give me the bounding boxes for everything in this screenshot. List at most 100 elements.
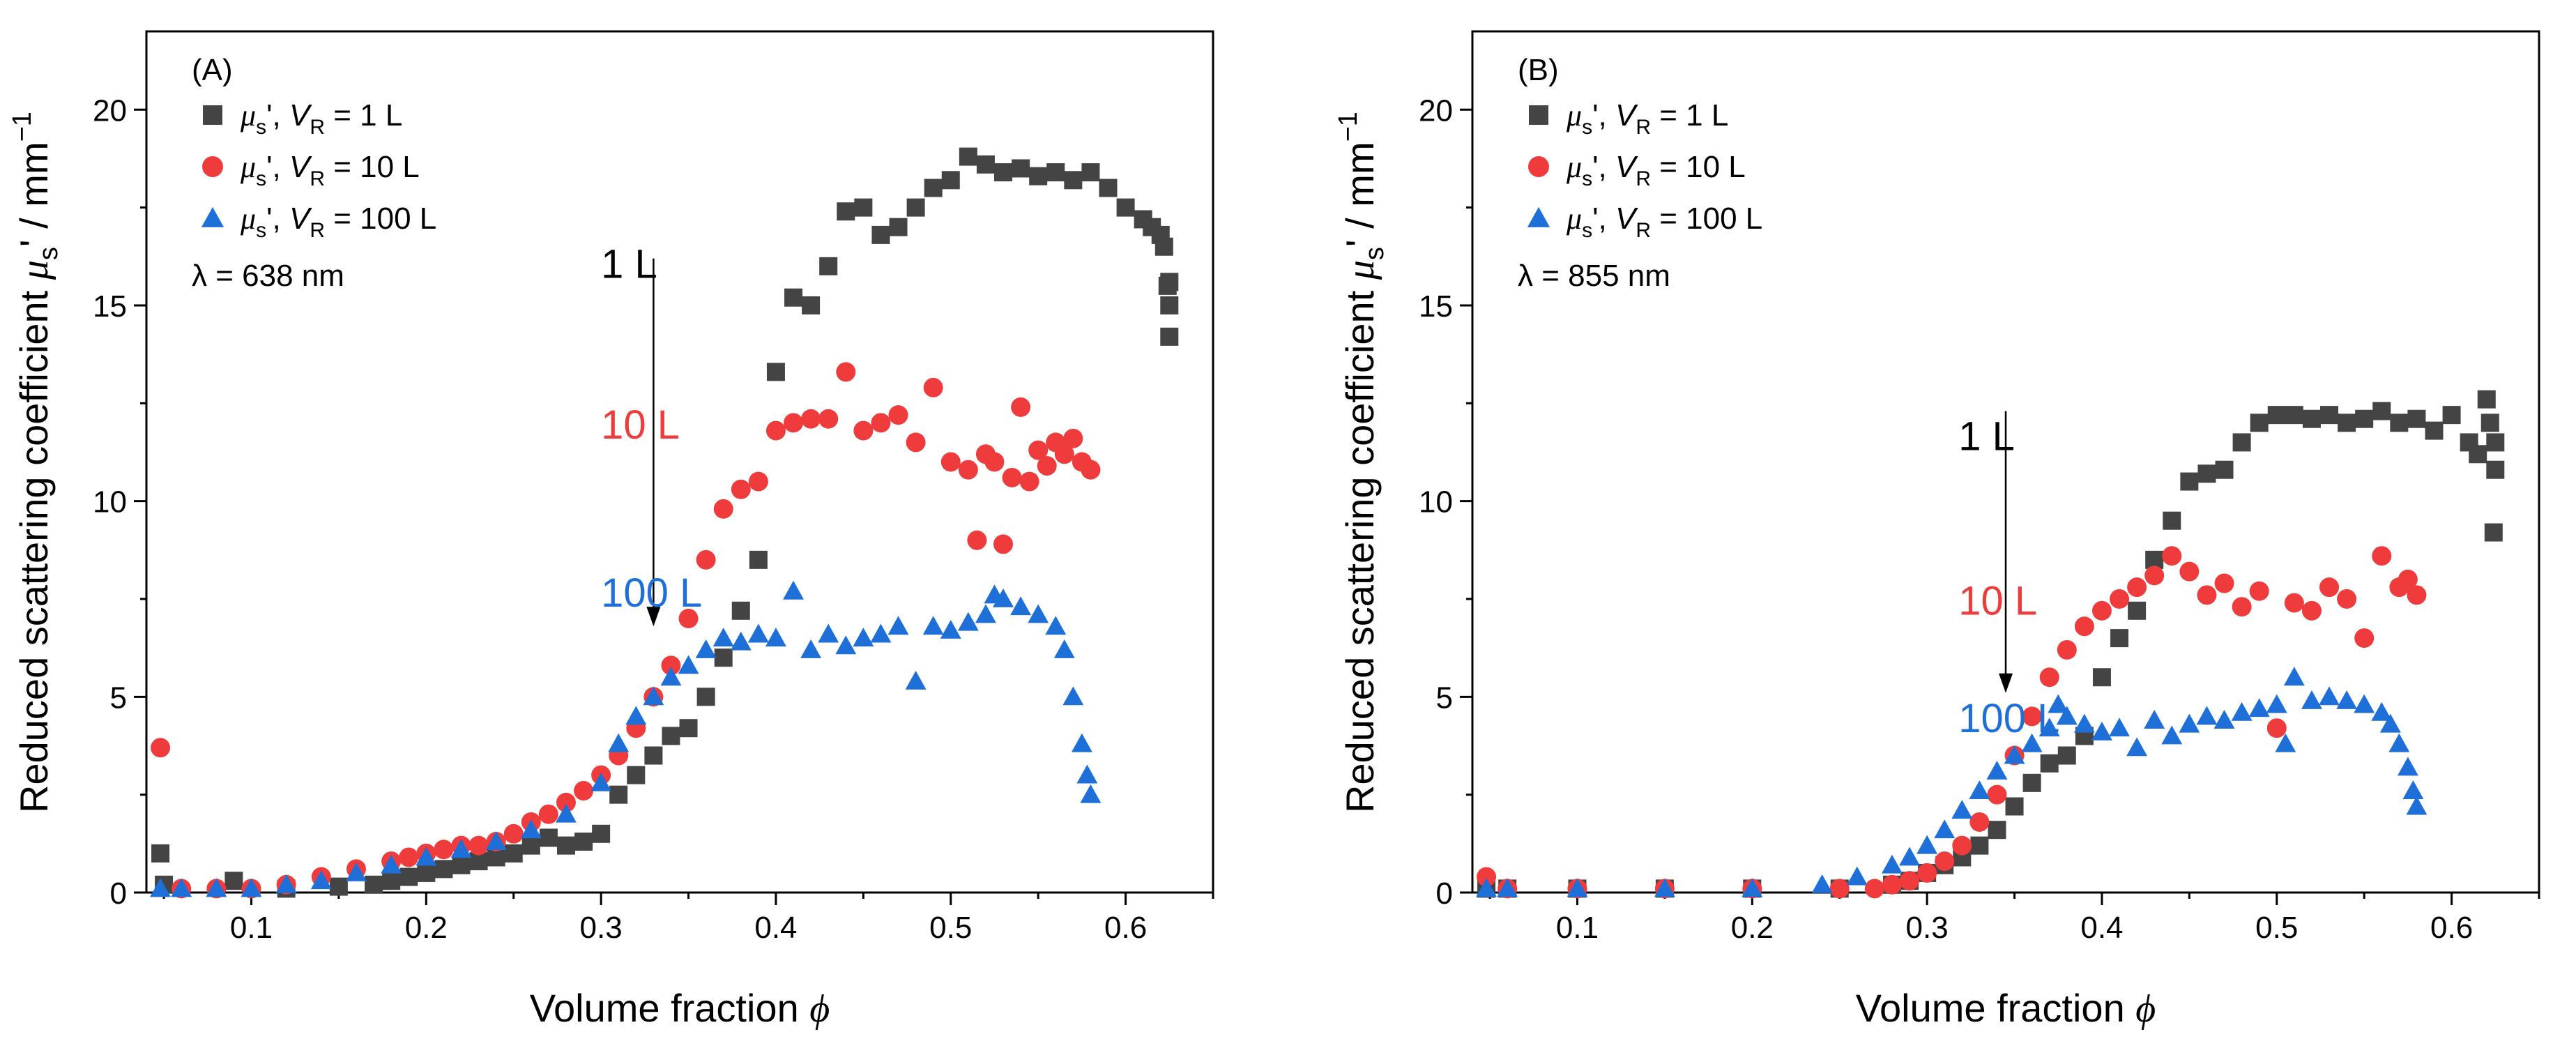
data-point-10L [2354, 628, 2375, 648]
data-point-1L [837, 202, 855, 221]
data-point-10L [2022, 706, 2042, 727]
data-point-1L [731, 601, 750, 620]
y-axis: 0 5 10 15 20 [1419, 93, 1472, 911]
data-point-1L [504, 844, 523, 863]
panel-label: (A) [192, 53, 233, 87]
data-point-10L [923, 377, 943, 397]
data-point-10L [1477, 867, 1497, 887]
data-point-100L [818, 623, 839, 643]
data-point-100L [1969, 780, 1990, 800]
legend: μs', VR = 1 L μs', VR = 10 L μs', VR = 1… [1527, 98, 1762, 242]
annotation-1L: 1 L [1958, 414, 2015, 460]
data-point-100L [1045, 616, 1067, 635]
data-point-100L [2354, 694, 2375, 713]
x-axis: 0.1 0.2 0.3 0.4 0.5 0.6 [162, 893, 1214, 945]
data-point-100L [957, 612, 979, 631]
data-point-100L [870, 623, 892, 643]
x-tick-label: 0.5 [2255, 911, 2298, 945]
data-point-1L [452, 856, 471, 874]
data-point-1L [329, 877, 348, 896]
x-tick-label: 0.3 [1906, 911, 1949, 945]
data-point-100L [1882, 854, 1903, 874]
arrow-head [1999, 673, 2013, 693]
annotation-1L: 1 L [601, 242, 657, 287]
x-axis-title: Volume fraction ϕ [530, 986, 830, 1031]
data-point-100L [2161, 725, 2183, 745]
data-point-1L [151, 844, 170, 863]
data-point-1L [382, 872, 401, 890]
data-point-1L [644, 746, 663, 765]
legend-entry-1L: μs', VR = 1 L [240, 98, 402, 139]
data-point-100L [2213, 710, 2235, 729]
legend-marker-square [1529, 105, 1548, 125]
data-point-1L [2197, 464, 2216, 483]
data-point-10L [2337, 589, 2357, 609]
data-point-10L [661, 655, 681, 676]
data-point-100L [2056, 706, 2078, 725]
data-point-1L [1081, 163, 1100, 182]
data-point-10L [2057, 639, 2077, 660]
data-point-1L [2092, 668, 2111, 687]
data-point-10L [574, 781, 594, 801]
data-point-10L [1864, 879, 1884, 899]
data-point-1L [696, 688, 715, 706]
y-tick-label: 5 [110, 681, 127, 715]
data-point-100L [1951, 800, 1973, 819]
data-point-100L [1846, 866, 1868, 886]
data-point-100L [1811, 874, 1833, 893]
x-tick-label: 0.5 [929, 911, 972, 945]
data-point-10L [748, 471, 768, 492]
data-point-100L [730, 631, 752, 651]
y-tick-label: 10 [93, 485, 127, 519]
legend-marker-circle [1528, 156, 1549, 177]
data-points [1476, 390, 2505, 899]
data-point-1L [1160, 327, 1179, 346]
data-point-1L [2180, 472, 2199, 491]
data-point-1L [784, 288, 803, 307]
data-point-100L [2301, 690, 2322, 709]
data-point-100L [450, 839, 472, 858]
data-point-100L [2319, 686, 2340, 706]
data-point-10L [958, 460, 978, 480]
plot-frame [145, 30, 1214, 894]
data-point-100L [765, 628, 786, 647]
data-point-100L [695, 639, 717, 658]
data-point-1L [2372, 402, 2391, 420]
data-point-1L [609, 785, 628, 804]
data-point-100L [2266, 694, 2287, 713]
data-point-100L [2073, 713, 2095, 733]
y-tick-label: 10 [1419, 485, 1453, 519]
panel-a: 0.1 0.2 0.3 0.4 0.5 0.6 0 5 10 15 20 (A) μs', VR … [8, 30, 1214, 1031]
data-point-100L [241, 878, 262, 897]
trend-arrow [1999, 411, 2013, 693]
data-point-1L [2477, 390, 2496, 409]
data-point-10L [2319, 577, 2340, 598]
data-point-100L [922, 616, 944, 635]
data-point-10L [1935, 851, 1955, 872]
data-point-100L [783, 580, 804, 600]
data-point-100L [1076, 764, 1098, 784]
data-point-1L [766, 363, 785, 381]
data-point-1L [889, 218, 908, 236]
data-point-1L [224, 872, 243, 890]
data-point-1L [1099, 179, 1118, 197]
legend-entry-1L: μs', VR = 1 L [1566, 98, 1728, 139]
data-point-10L [765, 420, 786, 441]
x-tick-label: 0.3 [580, 911, 623, 945]
data-point-1L [2484, 523, 2503, 542]
data-point-10L [1081, 460, 1101, 480]
data-point-100L [2388, 733, 2410, 752]
data-point-10L [2144, 566, 2165, 586]
legend-marker-triangle [1527, 206, 1550, 227]
data-point-10L [1054, 444, 1074, 464]
data-point-100L [590, 772, 612, 791]
data-point-10L [2214, 573, 2234, 593]
y-tick-label: 20 [93, 93, 127, 128]
x-tick-label: 0.2 [405, 911, 448, 945]
data-point-1L [2128, 601, 2147, 620]
trend-arrow [646, 258, 661, 627]
data-point-100L [2275, 733, 2296, 752]
data-point-10L [906, 432, 926, 453]
data-point-10L [399, 847, 419, 867]
data-point-100L [887, 616, 909, 635]
